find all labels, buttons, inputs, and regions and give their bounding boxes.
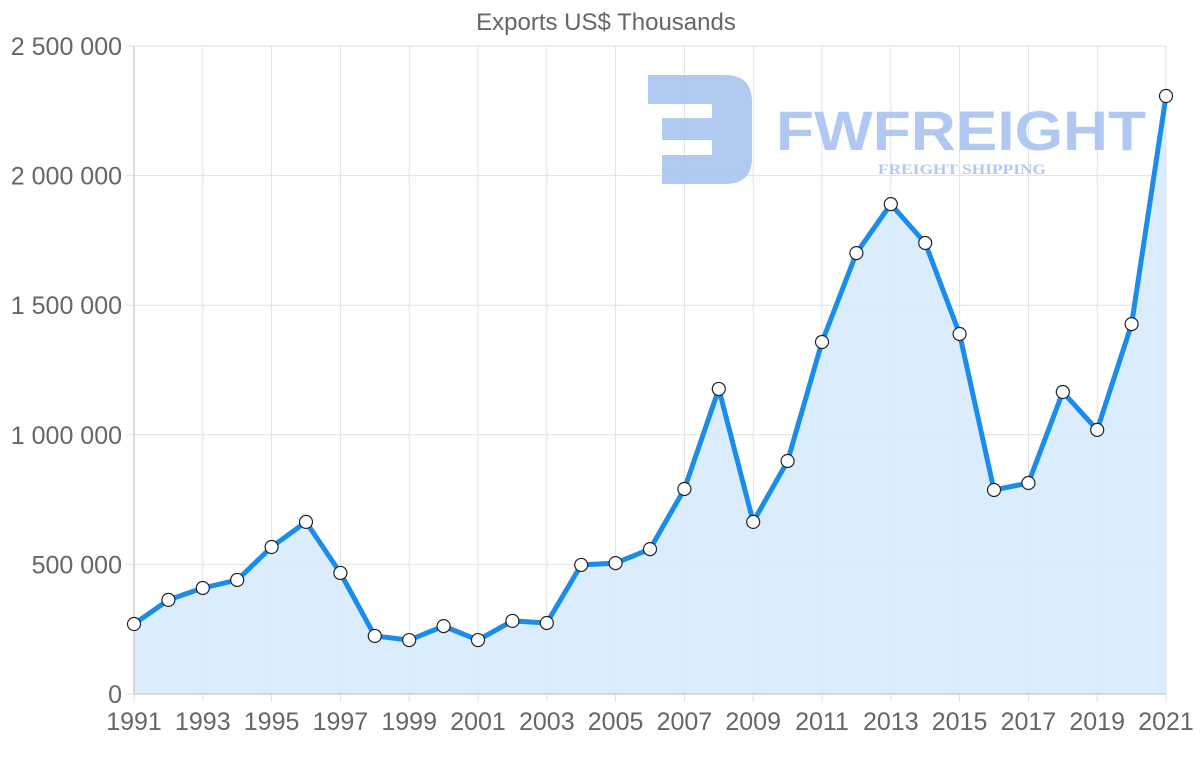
data-point-marker xyxy=(470,632,486,648)
data-point-marker xyxy=(539,615,554,631)
x-tick-label: 2003 xyxy=(519,708,575,736)
x-tick-label: 2001 xyxy=(450,708,506,736)
data-point-marker xyxy=(711,381,726,397)
data-point-marker xyxy=(1055,384,1070,400)
fwfreight-watermark: FWFREIGHT FREIGHT SHIPPING xyxy=(648,75,1146,184)
data-point-marker xyxy=(814,334,830,350)
data-point-marker xyxy=(436,618,451,634)
x-tick-label: 2021 xyxy=(1138,708,1194,736)
x-tick-label: 2007 xyxy=(657,708,713,736)
data-point-marker xyxy=(126,616,142,632)
fwfreight-logo-icon xyxy=(648,75,752,184)
x-tick-label: 2005 xyxy=(588,708,644,736)
data-point-marker xyxy=(918,235,933,251)
data-point-marker xyxy=(230,572,245,588)
x-tick-label: 1993 xyxy=(175,708,231,736)
data-point-marker xyxy=(1158,88,1174,104)
x-tick-label: 2009 xyxy=(725,708,781,736)
x-tick-label: 2015 xyxy=(932,708,988,736)
data-point-marker xyxy=(780,453,795,469)
x-tick-label: 1991 xyxy=(106,708,162,736)
axes xyxy=(133,46,1166,695)
watermark-brand: FWFREIGHT xyxy=(776,99,1146,162)
chart-title: Exports US$ Thousands xyxy=(476,9,736,36)
data-point-marker xyxy=(1021,475,1036,491)
data-point-marker xyxy=(505,613,520,629)
data-point-marker xyxy=(298,514,314,529)
data-point-marker xyxy=(264,539,279,555)
x-axis-ticks: 1991 1993 1995 1997 1999 2001 2003 2005 2007 2009… xyxy=(106,708,1194,736)
data-point-marker xyxy=(608,556,623,571)
x-tick-label: 1997 xyxy=(313,708,369,736)
data-point-marker xyxy=(746,514,761,529)
data-point-marker xyxy=(1124,317,1139,332)
y-tick-label: 2 500 000 xyxy=(11,33,122,61)
y-tick-label: 2 000 000 xyxy=(11,163,122,191)
data-point-marker xyxy=(952,326,967,342)
x-tick-label: 1995 xyxy=(244,708,300,736)
x-tick-label: 2017 xyxy=(1001,708,1057,736)
data-point-marker xyxy=(986,482,1002,498)
data-point-marker xyxy=(677,481,692,497)
y-tick-label: 0 xyxy=(108,681,122,709)
x-tick-label: 2011 xyxy=(795,708,849,736)
data-point-marker xyxy=(574,557,589,573)
y-axis-ticks: 0 500 000 1 000 000 1 500 000 2 000 000 2 500… xyxy=(11,33,122,709)
data-point-marker xyxy=(367,628,382,644)
area-fill xyxy=(134,96,1166,694)
x-tick-label: 2019 xyxy=(1069,708,1125,736)
data-points xyxy=(126,88,1174,648)
watermark-tagline: FREIGHT SHIPPING xyxy=(878,162,1046,178)
data-point-marker xyxy=(642,542,658,557)
y-tick-label: 1 500 000 xyxy=(11,292,122,320)
data-point-marker xyxy=(333,565,348,581)
x-tick-label: 1999 xyxy=(381,708,437,736)
data-point-marker xyxy=(883,197,898,212)
data-point-marker xyxy=(195,580,210,596)
data-point-marker xyxy=(161,592,176,608)
data-point-marker xyxy=(849,246,864,261)
data-point-marker xyxy=(1090,422,1105,437)
x-tick-label: 2013 xyxy=(863,708,919,736)
y-tick-label: 1 000 000 xyxy=(11,422,122,450)
data-point-marker xyxy=(402,632,417,648)
y-tick-label: 500 000 xyxy=(32,551,122,579)
